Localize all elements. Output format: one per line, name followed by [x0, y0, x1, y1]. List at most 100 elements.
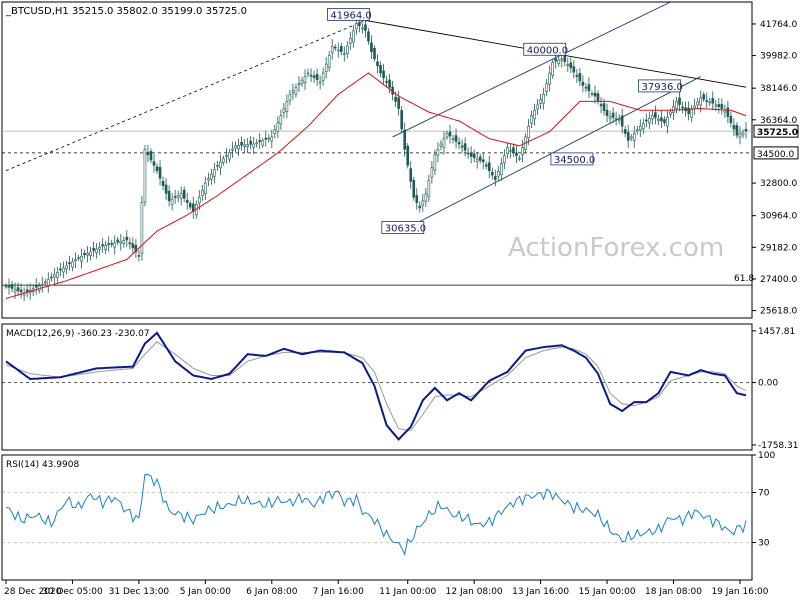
candle — [388, 79, 391, 88]
candle — [164, 184, 168, 194]
candle — [708, 101, 712, 104]
candle — [276, 122, 280, 132]
candle — [258, 140, 262, 142]
candle — [116, 239, 120, 243]
candle — [645, 119, 648, 122]
candle — [80, 255, 83, 262]
candle — [213, 169, 216, 177]
support-price-label: 34500.0 — [757, 150, 794, 160]
candle — [119, 241, 123, 244]
candle — [611, 112, 615, 118]
rsi-y-tick-label: 70 — [758, 489, 770, 499]
candle — [530, 115, 533, 124]
candle — [83, 253, 86, 256]
candle — [478, 156, 482, 161]
candle — [161, 180, 165, 187]
candle — [699, 97, 702, 106]
candle — [300, 79, 304, 85]
candle — [231, 148, 234, 151]
candle — [632, 133, 636, 141]
price-annotation-label: 40000.0 — [527, 45, 568, 56]
candle — [373, 47, 376, 60]
candle — [131, 243, 135, 249]
candle — [394, 96, 397, 102]
candle — [379, 65, 382, 74]
candle — [219, 161, 222, 169]
macd-panel — [1, 323, 753, 451]
rsi-y-tick-label: 100 — [758, 451, 775, 461]
candle — [110, 243, 114, 245]
candle — [617, 118, 621, 121]
candle — [315, 74, 319, 80]
candle — [599, 104, 603, 107]
candle — [614, 117, 618, 120]
x-tick-label: 11 Jan 00:00 — [379, 587, 436, 597]
candle — [554, 58, 558, 62]
candle — [509, 149, 512, 152]
ohlc-label: 35215.0 35802.0 35199.0 35725.0 — [72, 6, 247, 17]
candle — [98, 247, 101, 250]
price-annotation-label: 41964.0 — [330, 10, 371, 21]
candle — [545, 83, 548, 92]
x-tick-label: 5 Jan 00:00 — [180, 587, 232, 597]
x-tick-label: 12 Jan 08:00 — [446, 587, 503, 597]
price-y-tick-label: 36364.0 — [760, 116, 797, 126]
candle — [442, 138, 446, 148]
candle — [149, 150, 153, 161]
candle — [696, 101, 699, 106]
price-annotation-label: 34500.0 — [554, 155, 595, 166]
candle — [167, 190, 171, 202]
candle — [53, 274, 56, 278]
candle — [572, 66, 576, 73]
candle — [297, 83, 301, 85]
candle — [738, 133, 742, 138]
candle — [361, 27, 364, 30]
macd-y-tick-label: -1758.31 — [758, 441, 798, 451]
candle — [50, 276, 53, 279]
candle — [179, 193, 183, 199]
candle — [681, 106, 684, 109]
candle — [642, 123, 645, 130]
candle — [243, 144, 246, 147]
candle — [46, 279, 50, 286]
candle — [336, 49, 340, 52]
price-y-tick-label: 29182.0 — [760, 243, 797, 253]
candle — [648, 117, 651, 124]
candle — [288, 94, 292, 101]
candle — [472, 153, 476, 159]
candle — [460, 145, 464, 148]
candle — [252, 143, 255, 148]
candle — [427, 180, 431, 197]
candle — [65, 265, 68, 270]
candle — [246, 144, 249, 147]
candle — [270, 136, 274, 142]
candle — [675, 101, 678, 110]
candle — [327, 54, 331, 68]
candle — [101, 244, 104, 247]
price-y-tick-label: 27400.0 — [760, 275, 797, 285]
candle — [155, 166, 159, 171]
price-annotation-box — [550, 152, 594, 166]
candle — [723, 109, 727, 113]
candle — [605, 109, 609, 116]
candle — [518, 157, 521, 160]
candle — [346, 45, 349, 54]
moving-average-line — [5, 72, 747, 299]
candle — [451, 138, 455, 140]
candle — [358, 22, 361, 26]
candle — [560, 58, 564, 61]
candle — [176, 195, 180, 198]
candle — [324, 63, 328, 72]
candle — [216, 165, 219, 167]
candle — [403, 129, 406, 150]
candle — [107, 243, 110, 245]
candle — [690, 109, 693, 118]
candle — [104, 245, 107, 250]
price-annotation-box — [381, 221, 425, 234]
candle — [666, 117, 669, 127]
candle — [741, 132, 745, 136]
candle — [512, 147, 515, 154]
candle — [267, 137, 271, 140]
candle — [536, 104, 539, 110]
